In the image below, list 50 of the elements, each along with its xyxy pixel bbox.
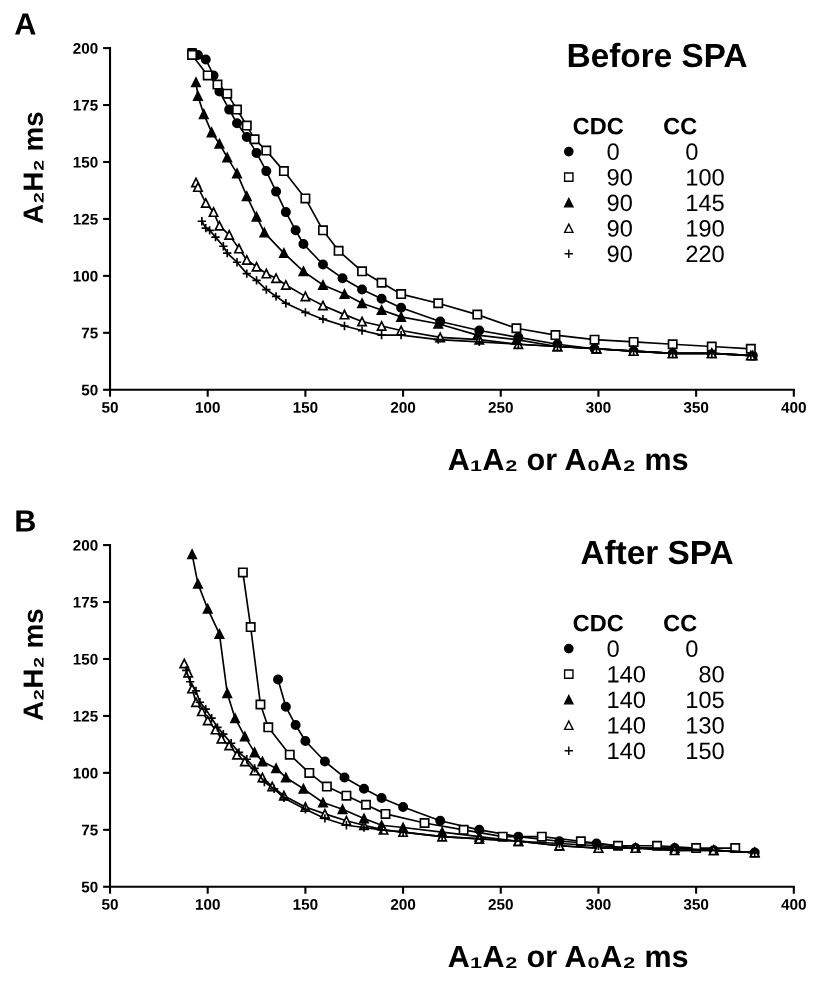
legend-label: 140 80 <box>608 665 724 683</box>
y-axis-title: A₂H₂ ms <box>23 112 44 224</box>
legend-label: 0 0 <box>607 640 698 658</box>
legend-label: 140 130 <box>608 717 724 734</box>
x-tick-label: 100 <box>195 401 220 413</box>
y-tick-label: 50 <box>81 881 98 893</box>
legend-label: 90 220 <box>607 245 724 263</box>
y-tick-label: 175 <box>73 597 98 608</box>
y-tick-label: 75 <box>81 824 98 836</box>
legend-label: 90 145 <box>607 194 724 212</box>
text: B <box>16 510 35 532</box>
legend-title: CDC CC <box>573 117 697 135</box>
x-tick-label: 250 <box>488 401 513 413</box>
y-tick-label: 125 <box>73 710 98 722</box>
x-tick-label: 50 <box>102 401 118 413</box>
y-tick-label: 50 <box>81 384 98 396</box>
x-tick-label: 400 <box>781 401 806 413</box>
x-tick-label: 300 <box>586 898 611 910</box>
y-axis-title: A₂H₂ ms <box>23 609 44 721</box>
chart-title: Before SPA <box>568 42 747 68</box>
legend-label: 90 100 <box>607 168 724 186</box>
chart-title: After SPA <box>581 539 733 565</box>
y-tick-label: 75 <box>81 327 98 339</box>
y-tick-label: 150 <box>73 653 98 665</box>
y-tick-label: 200 <box>73 539 98 551</box>
legend-label: 140 150 <box>608 742 724 760</box>
x-tick-label: 400 <box>781 898 806 910</box>
x-tick-label: 150 <box>293 401 318 413</box>
y-tick-label: 175 <box>73 100 98 111</box>
x-tick-label: 300 <box>586 401 611 413</box>
legend-title: CDC CC <box>573 614 697 632</box>
x-tick-label: 350 <box>683 401 709 413</box>
x-tick-label: 200 <box>390 401 416 413</box>
legend-label: 90 190 <box>607 220 724 237</box>
x-axis-title: A₁A₂ or A₀A₂ ms <box>448 448 688 472</box>
legend-label: 0 0 <box>607 143 698 161</box>
y-tick-label: 100 <box>73 270 98 282</box>
x-tick-label: 200 <box>390 898 416 910</box>
y-tick-label: 150 <box>73 156 98 168</box>
x-tick-label: 100 <box>195 898 220 910</box>
x-tick-label: 150 <box>293 898 318 910</box>
text: A <box>15 13 36 35</box>
x-tick-label: 350 <box>683 898 709 910</box>
x-tick-label: 250 <box>488 898 513 910</box>
y-tick-label: 200 <box>73 42 98 54</box>
legend-label: 140 105 <box>608 691 724 709</box>
x-tick-label: 50 <box>102 898 118 910</box>
x-axis-title: A₁A₂ or A₀A₂ ms <box>448 945 688 969</box>
y-tick-label: 125 <box>73 213 98 225</box>
y-tick-label: 100 <box>73 767 98 779</box>
